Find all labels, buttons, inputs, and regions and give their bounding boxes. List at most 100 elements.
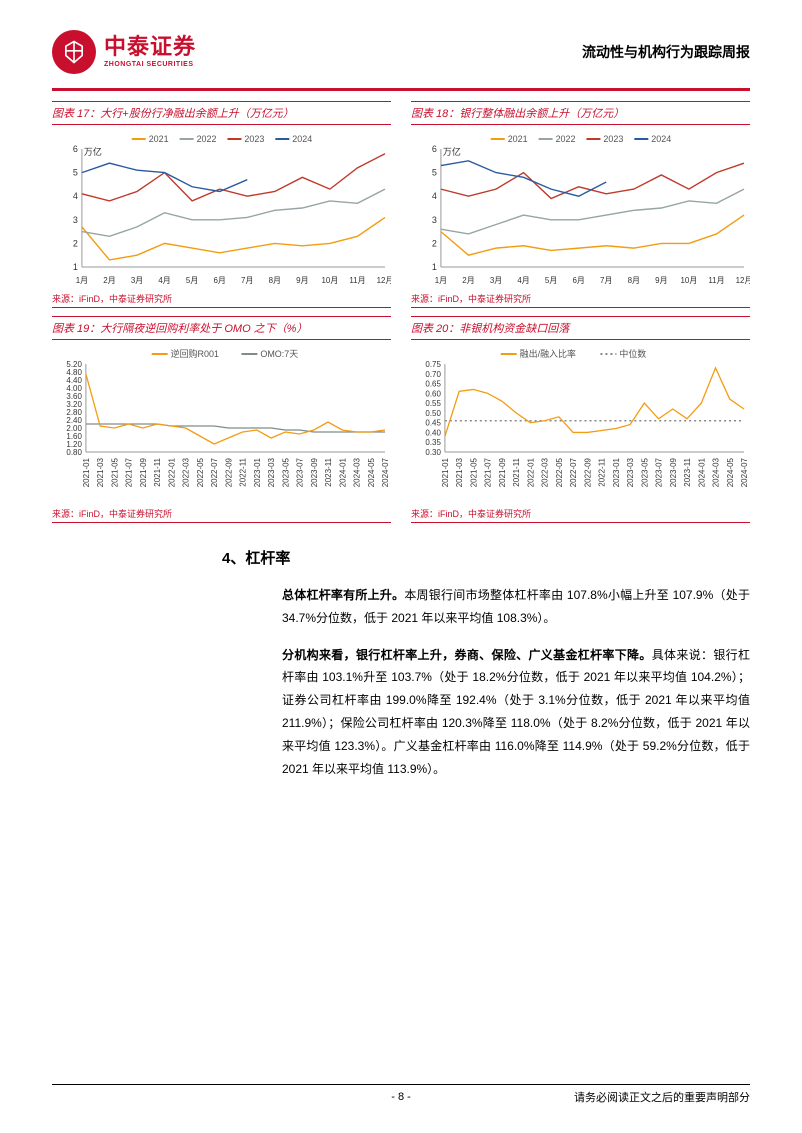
svg-text:万亿: 万亿 bbox=[443, 146, 461, 157]
chart-20-source: 来源：iFinD，中泰证券研究所 bbox=[411, 504, 750, 523]
svg-text:4月: 4月 bbox=[517, 276, 529, 285]
svg-text:5: 5 bbox=[73, 168, 78, 178]
svg-text:2021-03: 2021-03 bbox=[455, 457, 464, 487]
svg-text:2024: 2024 bbox=[292, 134, 312, 144]
svg-text:7月: 7月 bbox=[241, 276, 253, 285]
svg-text:1月: 1月 bbox=[435, 276, 447, 285]
svg-text:4: 4 bbox=[432, 191, 437, 201]
svg-text:2: 2 bbox=[432, 238, 437, 248]
svg-text:7月: 7月 bbox=[600, 276, 612, 285]
svg-text:2021-01: 2021-01 bbox=[441, 457, 450, 487]
svg-text:2022-11: 2022-11 bbox=[239, 457, 248, 486]
svg-text:1月: 1月 bbox=[76, 276, 88, 285]
svg-text:3月: 3月 bbox=[131, 276, 143, 285]
chart-19-source: 来源：iFinD，中泰证券研究所 bbox=[52, 504, 391, 523]
svg-text:0.30: 0.30 bbox=[425, 448, 441, 457]
svg-text:2023-03: 2023-03 bbox=[626, 457, 635, 487]
chart-19-panel: 图表 19：大行隔夜逆回购利率处于 OMO 之下（%） 逆回购R001OMO:7… bbox=[52, 316, 391, 523]
svg-text:2022-07: 2022-07 bbox=[569, 457, 578, 487]
svg-text:2022-07: 2022-07 bbox=[210, 457, 219, 487]
svg-text:2023-05: 2023-05 bbox=[281, 457, 290, 487]
chart-18-source: 来源：iFinD，中泰证券研究所 bbox=[411, 289, 750, 308]
svg-text:2024-05: 2024-05 bbox=[367, 457, 376, 487]
svg-text:5月: 5月 bbox=[186, 276, 198, 285]
svg-text:3: 3 bbox=[432, 215, 437, 225]
svg-text:2023: 2023 bbox=[603, 134, 623, 144]
svg-text:11月: 11月 bbox=[349, 276, 365, 285]
svg-text:2022: 2022 bbox=[556, 134, 576, 144]
svg-text:2021-05: 2021-05 bbox=[469, 457, 478, 487]
svg-text:9月: 9月 bbox=[296, 276, 308, 285]
svg-text:2021-07: 2021-07 bbox=[484, 457, 493, 487]
svg-text:2024-03: 2024-03 bbox=[353, 457, 362, 487]
brand-name-cn: 中泰证券 bbox=[104, 36, 196, 58]
svg-text:0.40: 0.40 bbox=[425, 428, 441, 437]
p2-bold: 分机构来看，银行杠杆率上升，券商、保险、广义基金杠杆率下降。 bbox=[282, 648, 652, 662]
svg-text:2023-07: 2023-07 bbox=[296, 457, 305, 487]
svg-text:0.80: 0.80 bbox=[66, 448, 82, 457]
svg-text:2023-11: 2023-11 bbox=[683, 457, 692, 486]
svg-text:2023-09: 2023-09 bbox=[310, 457, 319, 487]
svg-text:2021-07: 2021-07 bbox=[125, 457, 134, 487]
svg-text:3.20: 3.20 bbox=[66, 400, 82, 409]
chart-17-source: 来源：iFinD，中泰证券研究所 bbox=[52, 289, 391, 308]
svg-text:2021-01: 2021-01 bbox=[82, 457, 91, 487]
svg-text:2023-07: 2023-07 bbox=[655, 457, 664, 487]
svg-text:0.70: 0.70 bbox=[425, 370, 441, 379]
svg-text:0.65: 0.65 bbox=[425, 380, 441, 389]
svg-text:OMO:7天: OMO:7天 bbox=[260, 349, 298, 359]
svg-text:4: 4 bbox=[73, 191, 78, 201]
p2-rest: 具体来说：银行杠杆率由 103.1%升至 103.7%（处于 18.2%分位数，… bbox=[282, 648, 750, 776]
svg-text:2023-01: 2023-01 bbox=[253, 457, 262, 487]
svg-text:0.75: 0.75 bbox=[425, 360, 441, 369]
svg-text:2024-03: 2024-03 bbox=[712, 457, 721, 487]
svg-text:2024-01: 2024-01 bbox=[697, 457, 706, 487]
chart-18-panel: 图表 18：银行整体融出余额上升（万亿元） 2021202220232024万亿… bbox=[411, 101, 750, 308]
svg-text:2023: 2023 bbox=[244, 134, 264, 144]
footer-disclaimer: 请务必阅读正文之后的重要声明部分 bbox=[574, 1089, 750, 1105]
svg-text:2021-09: 2021-09 bbox=[498, 457, 507, 487]
report-title: 流动性与机构行为跟踪周报 bbox=[582, 42, 750, 62]
svg-text:2022: 2022 bbox=[197, 134, 217, 144]
svg-text:2023-01: 2023-01 bbox=[612, 457, 621, 487]
chart-18-title: 图表 18：银行整体融出余额上升（万亿元） bbox=[411, 101, 750, 125]
svg-text:11月: 11月 bbox=[708, 276, 724, 285]
svg-text:2024-05: 2024-05 bbox=[726, 457, 735, 487]
svg-text:2024-01: 2024-01 bbox=[338, 457, 347, 487]
svg-text:4月: 4月 bbox=[158, 276, 170, 285]
chart-20: 融出/融入比率中位数0.300.350.400.450.500.550.600.… bbox=[411, 344, 750, 504]
svg-text:5: 5 bbox=[432, 168, 437, 178]
svg-text:2月: 2月 bbox=[462, 276, 474, 285]
svg-text:2: 2 bbox=[73, 238, 78, 248]
svg-text:2021-05: 2021-05 bbox=[110, 457, 119, 487]
header-divider bbox=[52, 88, 750, 91]
svg-text:融出/融入比率: 融出/融入比率 bbox=[520, 348, 576, 359]
svg-text:2021: 2021 bbox=[149, 134, 169, 144]
svg-text:2月: 2月 bbox=[103, 276, 115, 285]
svg-text:2021-11: 2021-11 bbox=[153, 457, 162, 486]
svg-text:6月: 6月 bbox=[213, 276, 225, 285]
svg-text:2021: 2021 bbox=[508, 134, 528, 144]
svg-text:2024-07: 2024-07 bbox=[740, 457, 749, 487]
svg-text:4.40: 4.40 bbox=[66, 376, 82, 385]
svg-text:4.80: 4.80 bbox=[66, 368, 82, 377]
chart-17: 2021202220232024万亿1234561月2月3月4月5月6月7月8月… bbox=[52, 129, 391, 289]
svg-text:6月: 6月 bbox=[572, 276, 584, 285]
svg-text:5月: 5月 bbox=[545, 276, 557, 285]
svg-text:8月: 8月 bbox=[269, 276, 281, 285]
svg-text:3.60: 3.60 bbox=[66, 392, 82, 401]
chart-17-panel: 图表 17：大行+股份行净融出余额上升（万亿元） 202120222023202… bbox=[52, 101, 391, 308]
svg-text:2021-11: 2021-11 bbox=[512, 457, 521, 486]
svg-text:3月: 3月 bbox=[490, 276, 502, 285]
svg-text:1: 1 bbox=[73, 262, 78, 272]
svg-text:8月: 8月 bbox=[628, 276, 640, 285]
chart-20-title: 图表 20：非银机构资金缺口回落 bbox=[411, 316, 750, 340]
chart-18: 2021202220232024万亿1234561月2月3月4月5月6月7月8月… bbox=[411, 129, 750, 289]
svg-text:12月: 12月 bbox=[377, 276, 391, 285]
page-footer: - 8 - 请务必阅读正文之后的重要声明部分 bbox=[52, 1084, 750, 1105]
svg-text:中位数: 中位数 bbox=[619, 348, 646, 359]
svg-text:12月: 12月 bbox=[736, 276, 750, 285]
svg-text:2022-05: 2022-05 bbox=[555, 457, 564, 487]
svg-text:2022-03: 2022-03 bbox=[182, 457, 191, 487]
chart-19-title: 图表 19：大行隔夜逆回购利率处于 OMO 之下（%） bbox=[52, 316, 391, 340]
